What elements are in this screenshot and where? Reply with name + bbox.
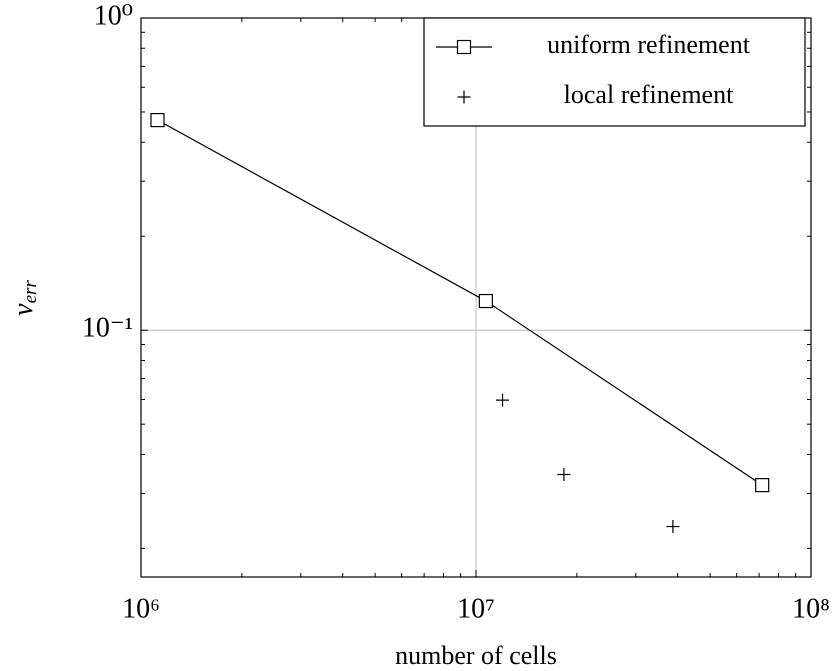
x-tick-label: 10⁶: [122, 593, 160, 624]
legend-box: [423, 17, 806, 127]
series-line: [157, 119, 763, 486]
y-tick-label: 10⁻¹: [82, 313, 133, 344]
legend-label: uniform refinement: [547, 30, 751, 59]
x-tick-label: 10⁸: [792, 593, 830, 624]
legend-label: local refinement: [564, 80, 734, 109]
legend-marker: [456, 39, 472, 55]
y-axis-label: verr: [8, 280, 41, 316]
plus-marker: [666, 520, 680, 534]
y-axis-label-base: v: [8, 303, 39, 316]
square-marker: [755, 478, 770, 493]
plus-marker: [496, 393, 510, 407]
y-axis-label-sub: err: [20, 280, 41, 304]
y-tick-label: 10⁰: [94, 0, 133, 31]
x-tick-label: 10⁷: [457, 593, 495, 624]
square-marker: [478, 293, 493, 309]
x-axis-label: number of cells: [395, 641, 557, 670]
legend-marker: [457, 90, 471, 104]
plus-marker: [557, 468, 571, 482]
square-marker: [150, 112, 165, 128]
